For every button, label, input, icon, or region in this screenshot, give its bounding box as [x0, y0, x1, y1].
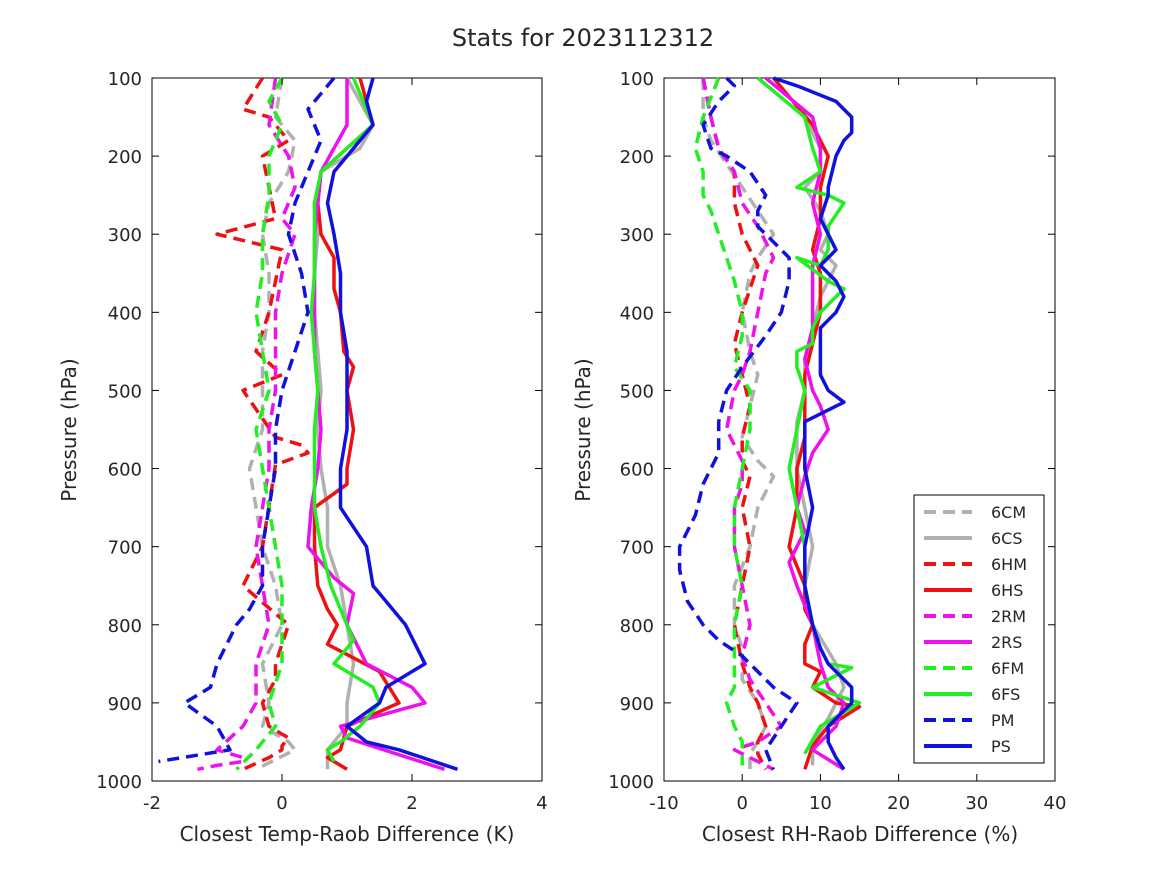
legend-label-6fm: 6FM — [991, 659, 1024, 678]
temp-x-tick-label: 2 — [406, 793, 417, 814]
rh-y-tick-label: 500 — [620, 381, 654, 402]
rh-series-ps — [772, 76, 854, 771]
rh-y-tick-label: 200 — [620, 147, 654, 168]
legend: 6CM 6CS 6HM 6HS 2RM 2RS 6FM 6FS PM PS — [913, 494, 1045, 764]
rh-y-tick-label: 900 — [620, 694, 654, 715]
legend-label-6hs: 6HS — [991, 581, 1023, 600]
temp-y-axis-label: Pressure (hPa) — [57, 358, 81, 501]
temp-y-tick-label: 1000 — [96, 772, 142, 793]
legend-label-pm: PM — [991, 711, 1014, 730]
rh-y-tick-label: 1000 — [608, 772, 654, 793]
rh-y-tick-label: 800 — [620, 616, 654, 637]
temp-y-tick-label: 600 — [108, 460, 142, 481]
legend-label-ps: PS — [991, 737, 1011, 756]
temp-difference-panel: -2 0 2 4 100 200 300 400 500 600 700 800 900 1000 Clo… — [57, 69, 548, 846]
rh-y-tick-label: 300 — [620, 225, 654, 246]
temp-series-6hs — [312, 77, 401, 771]
temp-x-tick-label: 4 — [536, 793, 547, 814]
figure-title: Stats for 2023112312 — [452, 24, 714, 52]
rh-series-6cm — [701, 78, 776, 770]
rh-difference-panel: -10 0 10 20 30 40 100 200 300 400 500 600 700 800 900 1… — [571, 69, 1066, 846]
temp-series-2rm — [197, 77, 297, 772]
temp-y-tick-label: 800 — [108, 616, 142, 637]
temp-series-ps — [325, 77, 459, 771]
temp-y-tick-label: 300 — [108, 225, 142, 246]
temp-series-layer — [158, 76, 459, 772]
legend-label-2rs: 2RS — [991, 633, 1022, 652]
rh-tick-layer: -10 0 10 20 30 40 100 200 300 400 500 600 700 800 900 1… — [608, 69, 1066, 814]
legend-label-6fs: 6FS — [991, 685, 1020, 704]
rh-x-tick-label: 0 — [736, 793, 747, 814]
rh-series-6fm — [693, 77, 752, 766]
rh-series-6hm — [701, 77, 768, 771]
legend-label-6cs: 6CS — [991, 529, 1023, 548]
temp-series-pm — [158, 76, 336, 764]
temp-series-6fm — [235, 77, 284, 771]
temp-x-tick-label: -2 — [143, 793, 161, 814]
rh-x-axis-label: Closest RH-Raob Difference (%) — [702, 822, 1018, 846]
temp-y-tick-label: 200 — [108, 147, 142, 168]
legend-label-2rm: 2RM — [991, 607, 1026, 626]
rh-y-axis-label: Pressure (hPa) — [571, 358, 595, 501]
rh-x-tick-label: 20 — [887, 793, 910, 814]
rh-y-tick-label: 400 — [620, 303, 654, 324]
rh-series-pm — [677, 76, 799, 770]
legend-label-6cm: 6CM — [991, 503, 1026, 522]
rh-x-tick-label: 40 — [1044, 793, 1067, 814]
legend-box — [913, 494, 1045, 764]
rh-y-tick-label: 700 — [620, 538, 654, 559]
temp-series-6cs — [312, 77, 375, 770]
rh-y-tick-label: 600 — [620, 460, 654, 481]
rh-series-6fs — [756, 76, 862, 755]
temp-y-tick-label: 900 — [108, 694, 142, 715]
temp-y-tick-label: 400 — [108, 303, 142, 324]
temp-x-tick-label: 0 — [276, 793, 287, 814]
temp-x-axis-label: Closest Temp-Raob Difference (K) — [180, 822, 515, 846]
rh-series-2rm — [701, 77, 784, 771]
rh-x-tick-label: 10 — [809, 793, 832, 814]
rh-plot-area — [663, 77, 1056, 782]
temp-y-tick-label: 500 — [108, 381, 142, 402]
legend-label-6hm: 6HM — [991, 555, 1027, 574]
temp-series-6cm — [247, 77, 297, 771]
rh-y-tick-label: 100 — [620, 69, 654, 90]
rh-x-tick-label: -10 — [649, 793, 678, 814]
temp-y-tick-label: 100 — [108, 69, 142, 90]
temp-tick-layer: -2 0 2 4 100 200 300 400 500 600 700 800 900 1000 — [96, 69, 548, 814]
temp-y-tick-label: 700 — [108, 538, 142, 559]
rh-series-layer — [677, 76, 862, 771]
rh-x-tick-label: 30 — [965, 793, 988, 814]
